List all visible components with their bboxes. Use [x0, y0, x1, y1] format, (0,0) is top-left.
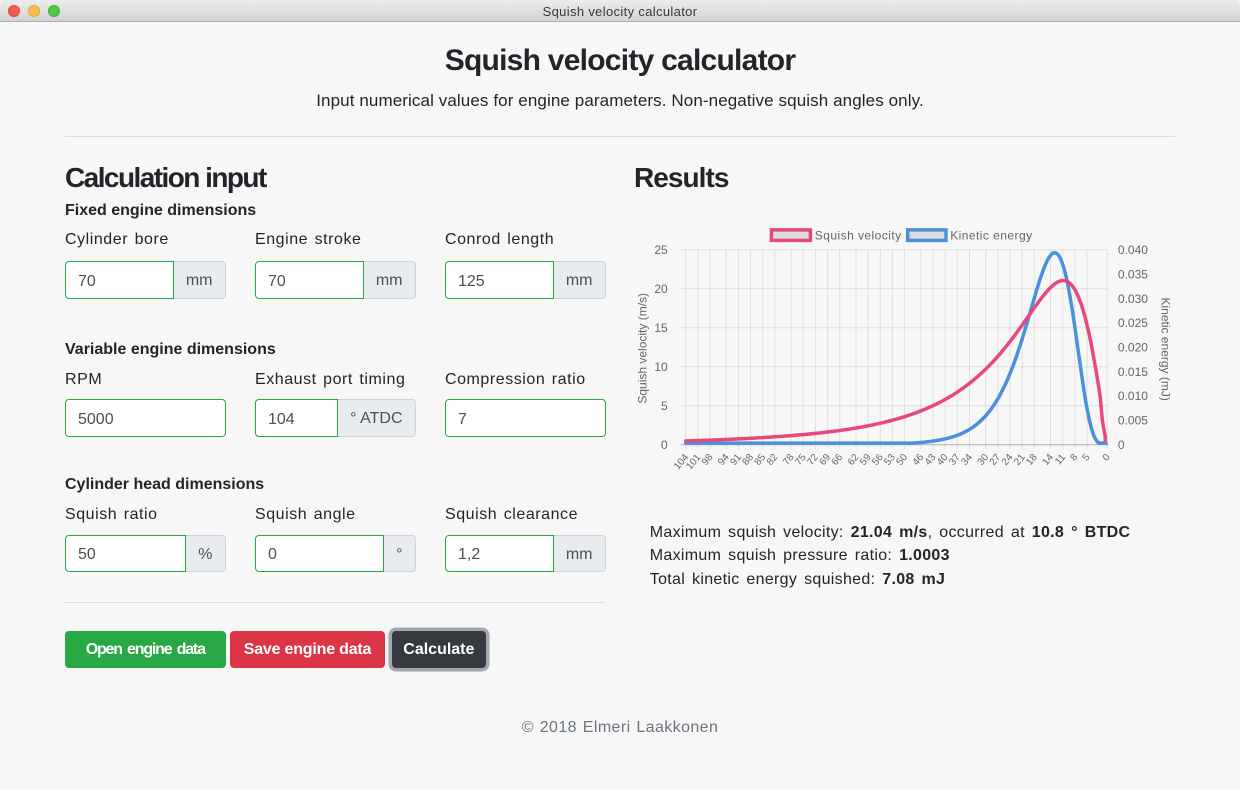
svg-text:82: 82 — [765, 452, 781, 468]
svg-text:18: 18 — [1024, 452, 1040, 468]
svg-text:34: 34 — [959, 452, 975, 468]
svg-text:Kinetic energy: Kinetic energy — [950, 228, 1032, 242]
svg-text:66: 66 — [830, 452, 846, 468]
svg-text:98: 98 — [700, 452, 716, 468]
svg-text:20: 20 — [654, 282, 668, 296]
svg-text:5: 5 — [661, 399, 668, 413]
svg-text:25: 25 — [654, 243, 668, 257]
svg-text:5: 5 — [1080, 452, 1092, 464]
svg-text:15: 15 — [654, 321, 668, 335]
svg-text:0.020: 0.020 — [1118, 341, 1148, 355]
svg-text:0.010: 0.010 — [1118, 389, 1148, 403]
svg-text:8: 8 — [1068, 452, 1080, 464]
svg-text:0.025: 0.025 — [1118, 316, 1148, 330]
svg-text:0: 0 — [661, 438, 668, 452]
svg-text:0.040: 0.040 — [1118, 243, 1148, 257]
svg-text:Squish velocity: Squish velocity — [815, 228, 902, 242]
svg-text:10: 10 — [654, 360, 668, 374]
svg-text:Squish velocity (m/s): Squish velocity (m/s) — [635, 293, 649, 404]
svg-text:0.015: 0.015 — [1118, 365, 1148, 379]
svg-text:0.035: 0.035 — [1118, 267, 1148, 281]
svg-text:0: 0 — [1118, 438, 1125, 452]
svg-text:0.005: 0.005 — [1118, 414, 1148, 428]
svg-text:Kinetic energy (mJ): Kinetic energy (mJ) — [1159, 298, 1173, 401]
svg-text:0.030: 0.030 — [1118, 292, 1148, 306]
svg-text:0: 0 — [1101, 452, 1113, 464]
svg-text:50: 50 — [895, 452, 911, 468]
svg-text:11: 11 — [1053, 452, 1068, 467]
